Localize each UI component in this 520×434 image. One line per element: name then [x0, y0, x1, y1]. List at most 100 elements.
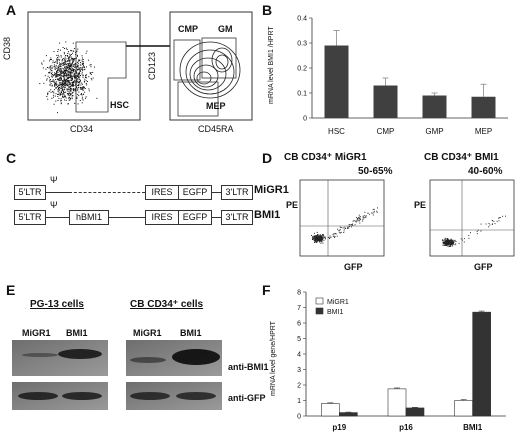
- flow-dot: [85, 76, 86, 78]
- flow-dot: [345, 228, 346, 229]
- flow-dot: [448, 240, 450, 242]
- flow-dot: [65, 41, 67, 43]
- flow-dot: [72, 95, 74, 97]
- flow-dot: [489, 224, 491, 226]
- flow-dot: [373, 210, 375, 212]
- flow-dot: [54, 82, 56, 84]
- flow-dot: [314, 235, 316, 237]
- flow-dot: [79, 82, 81, 84]
- flow-dot: [69, 93, 71, 95]
- flow-dot: [64, 81, 66, 83]
- flow-dot: [68, 93, 70, 95]
- flow-dot: [72, 91, 74, 93]
- flow-dot: [79, 81, 81, 83]
- flow-dot: [316, 239, 318, 241]
- flow-dot: [73, 83, 75, 85]
- flow-dot: [320, 236, 322, 238]
- flow-dot: [324, 238, 326, 240]
- flow-dot: [84, 81, 85, 83]
- flow-dot: [68, 58, 70, 60]
- flow-dot: [67, 103, 69, 105]
- flow-dot: [444, 243, 446, 245]
- flow-dot: [49, 60, 51, 62]
- flow-dot: [57, 69, 59, 71]
- flow-dot: [58, 66, 60, 68]
- flow-dot: [72, 85, 74, 87]
- flow-dot: [64, 70, 66, 71]
- flow-dot: [64, 75, 66, 77]
- flow-dot: [447, 238, 449, 240]
- flow-dot: [69, 59, 71, 61]
- flow-dot: [444, 244, 446, 246]
- flow-dot: [81, 87, 83, 89]
- flow-dot: [450, 245, 452, 247]
- flow-dot: [63, 87, 65, 89]
- chart-f-ytick-label: 1: [297, 398, 301, 405]
- flow-dot: [477, 229, 479, 231]
- flow-dot: [349, 226, 350, 228]
- flow-dot: [70, 71, 72, 73]
- flow-dot: [60, 56, 62, 58]
- flow-dot: [47, 93, 49, 95]
- flow-dot: [72, 84, 74, 86]
- flow-dot: [347, 227, 348, 229]
- construct1-dashed: [69, 192, 145, 193]
- flow-dot: [312, 239, 313, 240]
- flow-dot: [80, 94, 82, 95]
- flow-dot: [449, 243, 451, 245]
- flow-dot: [47, 75, 49, 77]
- flow-dot: [445, 243, 447, 245]
- flow-dot: [70, 82, 72, 84]
- flow-dot: [54, 76, 56, 78]
- flow-dot: [67, 55, 69, 57]
- flow-dot: [90, 78, 92, 80]
- flow-dot: [64, 67, 66, 69]
- flow-d2-ylabel: PE: [414, 200, 427, 210]
- flow-dot: [86, 50, 88, 52]
- contour-line: [179, 41, 241, 99]
- flow-dot: [69, 83, 71, 85]
- flow-dot: [59, 74, 61, 76]
- construct1-name: MiGR1: [254, 184, 289, 196]
- flow-dot: [86, 81, 88, 82]
- flow-dot: [77, 65, 79, 67]
- flow-dot: [92, 77, 94, 79]
- flow-dot: [71, 73, 73, 75]
- flow-dot: [63, 79, 65, 81]
- flow-dot: [502, 215, 504, 217]
- flow-dot: [62, 89, 63, 91]
- flow-dot: [64, 56, 66, 58]
- flow-dot: [61, 81, 63, 83]
- flow-dot: [316, 235, 318, 237]
- flow-dot: [69, 71, 71, 73]
- chart-f-ytick-label: 5: [297, 336, 301, 343]
- flow-dot: [55, 87, 57, 89]
- flow-dot: [64, 82, 66, 84]
- flow-dot: [71, 83, 73, 85]
- panel-e-blots: [12, 340, 222, 410]
- flow-dot: [81, 63, 83, 65]
- flow-dot: [66, 69, 68, 71]
- flow-dot: [452, 239, 454, 241]
- flow-dot: [321, 237, 322, 239]
- flow-dot: [51, 81, 53, 82]
- flow-dot: [65, 73, 67, 75]
- flow-dot: [332, 233, 334, 235]
- flow-dot: [81, 71, 83, 73]
- flow-dot: [321, 241, 323, 243]
- flow-dot: [81, 96, 83, 98]
- flow-dot: [67, 103, 69, 104]
- flow-dot: [444, 244, 446, 246]
- flow-dot: [80, 84, 82, 86]
- flow-dot: [62, 94, 64, 96]
- flow-dot: [450, 239, 452, 241]
- flow-dot: [80, 75, 81, 76]
- flow-dot: [62, 75, 64, 77]
- flow-dot: [79, 67, 81, 69]
- flow-dot: [52, 79, 54, 81]
- flow-dot: [60, 55, 62, 57]
- flow-dot: [71, 89, 73, 91]
- flow-dot: [446, 238, 448, 240]
- flow-dot: [61, 63, 63, 65]
- flow-dot: [441, 239, 443, 241]
